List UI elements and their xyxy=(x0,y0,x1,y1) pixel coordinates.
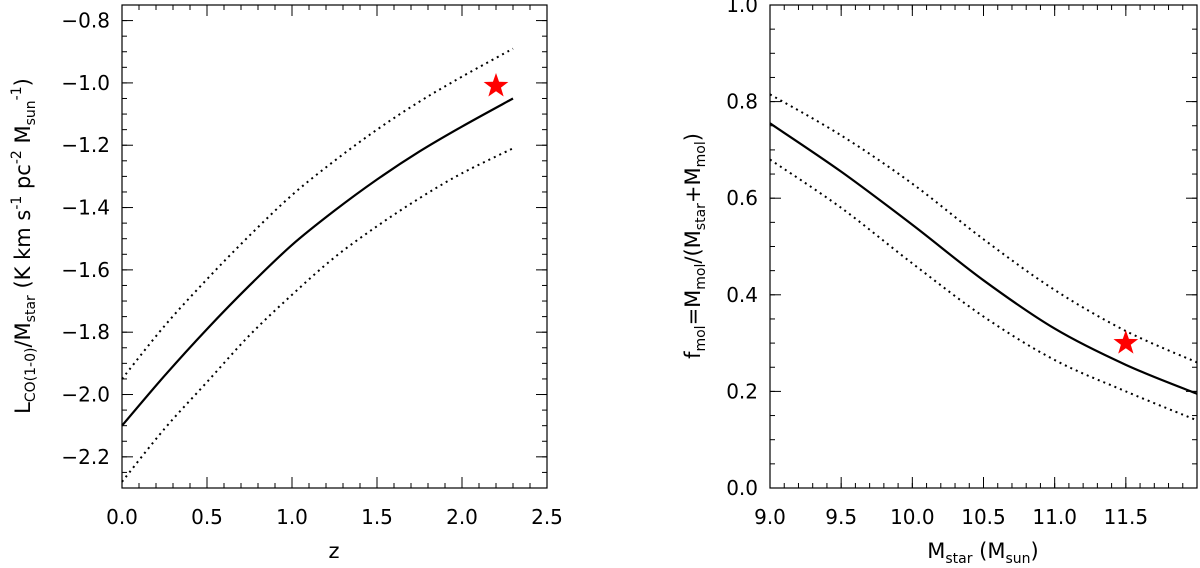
left-y-tick-label: −1.2 xyxy=(61,133,110,157)
left-x-tick-label: 1.5 xyxy=(361,505,393,529)
right-y-tick-label: 0.2 xyxy=(726,379,758,403)
left-x-tick-label: 2.0 xyxy=(446,505,478,529)
left-y-tick-label: −1.0 xyxy=(61,71,110,95)
right-x-tick-label: 10.0 xyxy=(890,505,935,529)
right-curve-bound-2 xyxy=(769,158,1198,422)
left-curve-bound-1 xyxy=(121,47,514,380)
left-curve-fit xyxy=(121,97,514,427)
right-y-tick-label: 0.6 xyxy=(726,186,758,210)
right-curve-fit xyxy=(769,122,1198,395)
right-x-tick-label: 11.0 xyxy=(1032,505,1077,529)
right-y-tick-label: 1.0 xyxy=(726,0,758,17)
right-y-tick-label: 0.8 xyxy=(726,90,758,114)
left-axis-ticks: 0.0 0.5 1.0 1.5 2.0 2.5 −2.2 −2.0 −1.8 −1.6 −1.4 −1… xyxy=(61,4,563,529)
left-panel: 0.0 0.5 1.0 1.5 2.0 2.5 −2.2 −2.0 −1.8 −1.6 −1.4 −1… xyxy=(9,4,563,563)
right-axis-ticks: 9.0 9.5 10.0 10.5 11.0 11.5 0.0 0.2 0.4 0.6 0.8 1.0 xyxy=(726,0,1198,529)
left-x-tick-label: 2.5 xyxy=(531,505,563,529)
right-curve-bound-1 xyxy=(769,93,1198,364)
right-x-tick-label: 10.5 xyxy=(961,505,1006,529)
right-star-marker xyxy=(1113,330,1139,354)
left-x-tick-label: 0.0 xyxy=(106,505,138,529)
right-y-axis-label: fmol=Mmol/(Mstar+Mmol) xyxy=(681,133,709,359)
right-x-tick-label: 9.0 xyxy=(754,505,786,529)
left-star-marker xyxy=(483,73,509,97)
left-y-tick-label: −1.8 xyxy=(61,320,110,344)
left-x-tick-label: 0.5 xyxy=(191,505,223,529)
left-markers xyxy=(483,73,509,97)
left-curves xyxy=(121,47,514,483)
right-x-tick-label: 11.5 xyxy=(1104,505,1149,529)
left-y-tick-label: −2.0 xyxy=(61,383,110,407)
left-x-tick-label: 1.0 xyxy=(276,505,308,529)
right-plot-frame xyxy=(769,4,1198,489)
right-x-tick-label: 9.5 xyxy=(825,505,857,529)
left-plot-frame xyxy=(121,4,548,489)
right-panel: 9.0 9.5 10.0 10.5 11.0 11.5 0.0 0.2 0.4 0.6 0.8 1.0… xyxy=(681,0,1198,567)
left-y-tick-label: −2.2 xyxy=(61,445,110,469)
right-y-tick-label: 0.4 xyxy=(726,283,758,307)
left-y-tick-label: −0.8 xyxy=(61,9,110,33)
right-markers xyxy=(1113,330,1139,354)
left-curve-bound-2 xyxy=(121,147,514,483)
right-curves xyxy=(769,93,1198,422)
left-y-tick-label: −1.6 xyxy=(61,258,110,282)
right-y-tick-label: 0.0 xyxy=(726,476,758,500)
left-y-axis-label: LCO(1-0)/Mstar (K km s-1 pc-2 Msun-1) xyxy=(9,78,39,414)
left-x-axis-label: z xyxy=(328,539,339,563)
right-x-axis-label: Mstar (Msun) xyxy=(927,539,1039,567)
left-y-tick-label: −1.4 xyxy=(61,196,110,220)
